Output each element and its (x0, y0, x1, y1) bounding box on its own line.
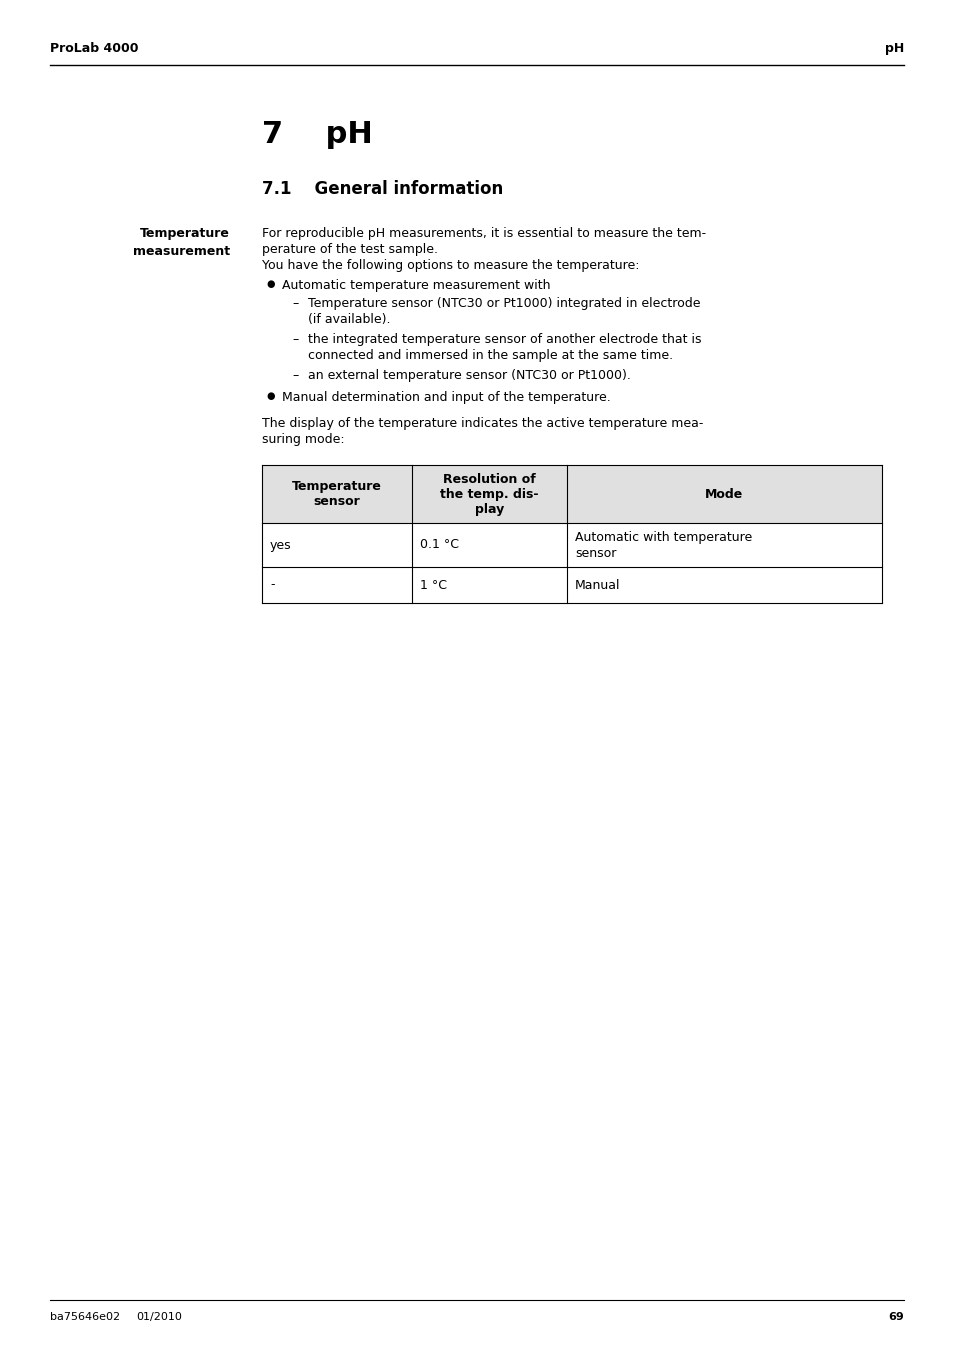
Text: ●: ● (266, 280, 274, 289)
Text: 1 °C: 1 °C (419, 578, 447, 592)
Text: sensor: sensor (575, 547, 616, 561)
Text: 7.1    General information: 7.1 General information (262, 180, 503, 199)
Text: Resolution of
the temp. dis-
play: Resolution of the temp. dis- play (439, 473, 538, 516)
Text: Automatic with temperature: Automatic with temperature (575, 531, 752, 544)
Text: pH: pH (883, 42, 903, 55)
Text: Temperature sensor (NTC30 or Pt1000) integrated in electrode: Temperature sensor (NTC30 or Pt1000) int… (308, 297, 700, 309)
Text: –: – (292, 369, 298, 382)
Text: ProLab 4000: ProLab 4000 (50, 42, 138, 55)
Text: –: – (292, 297, 298, 309)
Text: Mode: Mode (704, 488, 742, 500)
Text: Temperature
measurement: Temperature measurement (132, 227, 230, 258)
Text: 7    pH: 7 pH (262, 120, 373, 149)
Text: perature of the test sample.: perature of the test sample. (262, 243, 437, 255)
Text: Automatic temperature measurement with: Automatic temperature measurement with (282, 280, 550, 292)
Text: 69: 69 (887, 1312, 903, 1323)
Text: (if available).: (if available). (308, 313, 390, 326)
Text: 0.1 °C: 0.1 °C (419, 539, 458, 551)
Text: For reproducible pH measurements, it is essential to measure the tem-: For reproducible pH measurements, it is … (262, 227, 705, 240)
Text: The display of the temperature indicates the active temperature mea-: The display of the temperature indicates… (262, 417, 702, 430)
Text: Manual: Manual (575, 578, 619, 592)
Text: an external temperature sensor (NTC30 or Pt1000).: an external temperature sensor (NTC30 or… (308, 369, 630, 382)
Text: 01/2010: 01/2010 (136, 1312, 182, 1323)
Text: Manual determination and input of the temperature.: Manual determination and input of the te… (282, 390, 610, 404)
Text: You have the following options to measure the temperature:: You have the following options to measur… (262, 259, 639, 272)
Text: Temperature
sensor: Temperature sensor (292, 480, 381, 508)
Text: ●: ● (266, 390, 274, 401)
Text: connected and immersed in the sample at the same time.: connected and immersed in the sample at … (308, 349, 673, 362)
Text: –: – (292, 332, 298, 346)
Text: ba75646e02: ba75646e02 (50, 1312, 120, 1323)
Text: suring mode:: suring mode: (262, 434, 344, 446)
Text: the integrated temperature sensor of another electrode that is: the integrated temperature sensor of ano… (308, 332, 700, 346)
Text: -: - (270, 578, 274, 592)
Text: yes: yes (270, 539, 292, 551)
